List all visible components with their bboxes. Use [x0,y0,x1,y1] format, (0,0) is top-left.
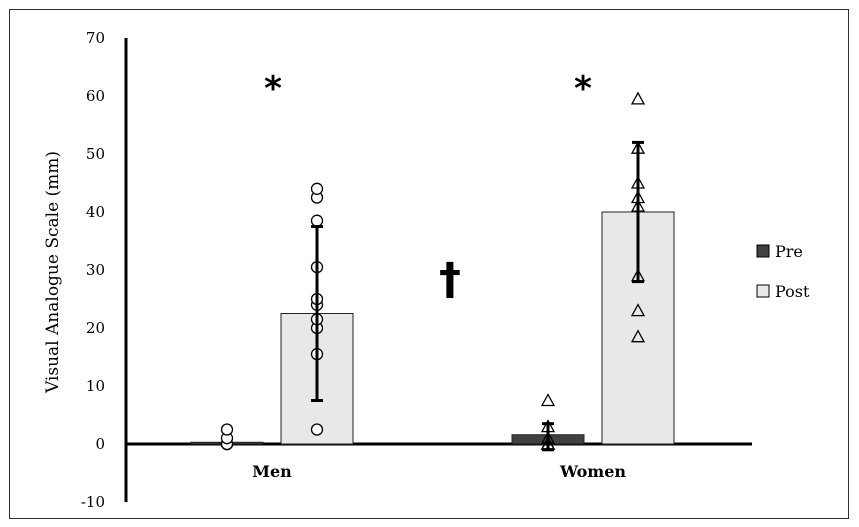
significance-star-women: * [574,69,592,109]
y-ticks: -10 0 10 20 30 40 50 60 70 [81,29,105,511]
chart-frame [9,9,849,519]
point-marker [220,423,234,436]
legend: Pre Post [756,242,810,301]
y-tick-label: 40 [86,203,105,221]
y-tick-label: 0 [95,435,105,453]
category-label-men: Men [252,462,292,481]
point-marker [310,423,324,436]
point-marker [630,329,646,343]
point-marker [540,393,556,407]
y-tick-label: -10 [81,493,105,511]
category-label-women: Women [559,462,626,481]
interaction-dagger: † [439,254,461,305]
category-labels: Men Women [252,462,626,481]
y-tick-label: 30 [86,261,105,279]
legend-label-pre: Pre [775,242,803,261]
y-tick-label: 70 [86,29,105,47]
y-tick-label: 60 [86,87,105,105]
point-marker [630,303,646,317]
point-marker [630,91,646,105]
legend-swatch-post [756,284,770,298]
legend-label-post: Post [775,282,810,301]
y-axis-label: Visual Analogue Scale (mm) [43,151,63,394]
point-marker [310,214,324,227]
error-bars [311,140,644,452]
y-tick-label: 10 [86,377,105,395]
legend-swatch-pre [756,244,770,258]
significance-star-men: * [264,69,282,109]
y-tick-label: 20 [86,319,105,337]
bars [190,211,675,445]
y-tick-label: 50 [86,145,105,163]
point-marker [310,182,324,195]
